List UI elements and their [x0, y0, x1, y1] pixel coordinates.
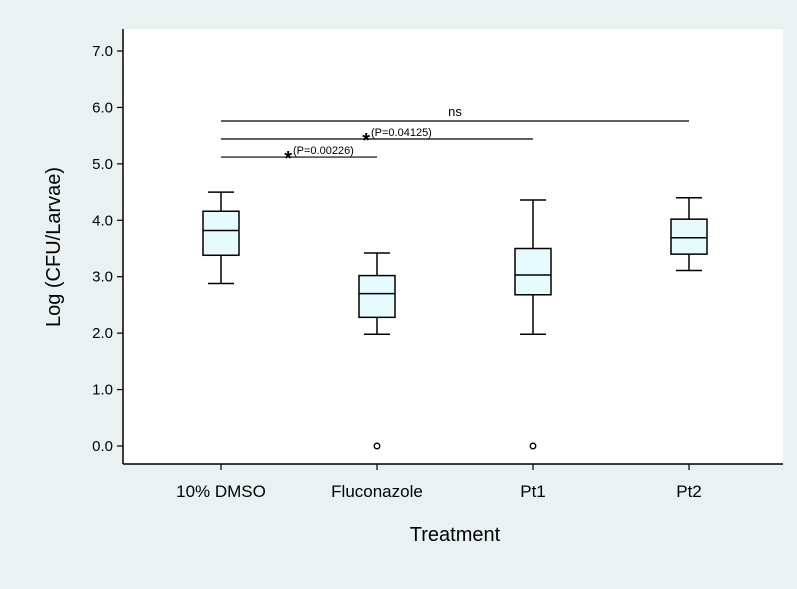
box-iqr — [358, 274, 396, 319]
comparison-bracket: ns — [221, 104, 689, 122]
p-value-label: (P=0.00226) — [293, 145, 354, 157]
y-tick-label: 2.0 — [92, 325, 113, 342]
y-axis-title: Log (CFU/Larvae) — [43, 167, 65, 327]
box-group — [202, 191, 240, 285]
y-tick-label: 0.0 — [92, 438, 113, 455]
x-tick-label: 10% DMSO — [176, 482, 266, 501]
outlier-point — [529, 442, 537, 450]
y-tick-label: 5.0 — [92, 156, 113, 173]
y-axis: 0.0 1.0 2.0 3.0 4.0 5.0 6.0 7.0 — [92, 29, 124, 464]
box-series — [202, 191, 708, 450]
box-iqr — [514, 247, 552, 296]
y-tick-label: 4.0 — [92, 212, 113, 229]
significance-comparisons: * (P=0.00226) * (P=0.04125)ns — [221, 104, 689, 170]
x-tick-label: Fluconazole — [331, 482, 423, 501]
box-iqr — [202, 210, 240, 257]
box-group — [670, 196, 708, 272]
y-tick-label: 3.0 — [92, 269, 113, 286]
y-tick-label: 1.0 — [92, 382, 113, 399]
comparison-bracket: * (P=0.04125) — [221, 127, 533, 152]
box-group — [514, 199, 552, 450]
x-tick-label: Pt1 — [520, 482, 546, 501]
significance-star: * — [284, 148, 292, 170]
ns-label: ns — [448, 104, 462, 119]
p-value-label: (P=0.04125) — [371, 127, 432, 139]
x-axis: 10% DMSO Fluconazole Pt1 Pt2 — [123, 463, 783, 501]
outlier-point — [373, 442, 381, 450]
y-tick-label: 7.0 — [92, 43, 113, 60]
significance-star: * — [362, 130, 370, 152]
y-tick-label: 6.0 — [92, 99, 113, 116]
box-iqr — [670, 218, 708, 255]
comparison-bracket: * (P=0.00226) — [221, 145, 377, 170]
x-axis-title: Treatment — [410, 524, 501, 546]
box-group — [358, 252, 396, 450]
x-tick-label: Pt2 — [676, 482, 702, 501]
